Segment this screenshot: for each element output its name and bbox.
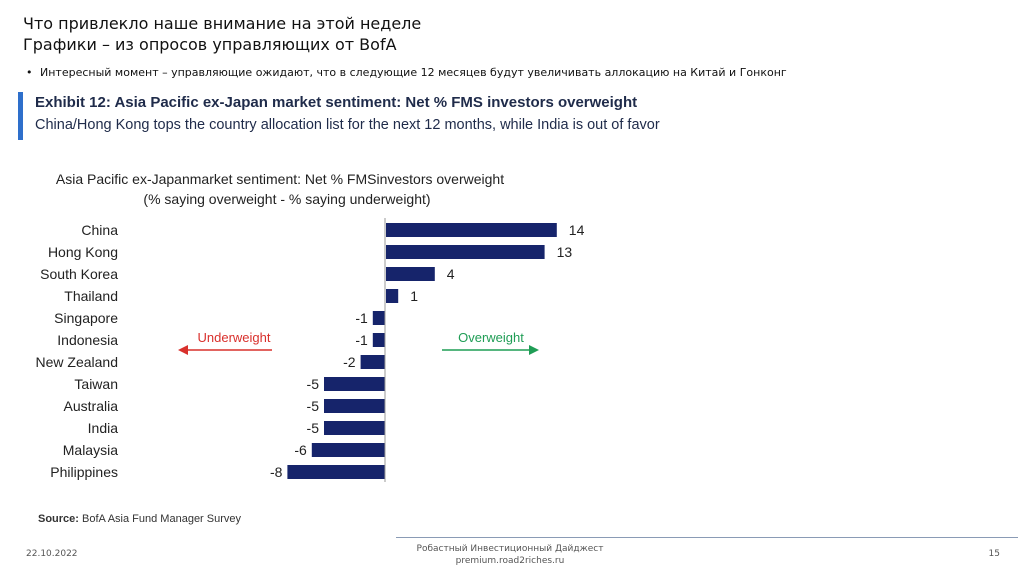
- footer-date: 22.10.2022: [26, 549, 78, 559]
- slide-title-line-2: Графики – из опросов управляющих от BofA: [23, 35, 397, 54]
- bar-china: [386, 223, 557, 237]
- bar-indonesia: [372, 333, 385, 347]
- category-label: Singapore: [54, 310, 118, 326]
- chart-source: Source: BofA Asia Fund Manager Survey: [38, 513, 241, 525]
- value-label: -8: [270, 464, 283, 480]
- footer-divider: [396, 537, 1018, 538]
- chart-bars: China 14 Hong Kong 13 South Korea 4 Thailand 1 S…: [36, 222, 585, 480]
- value-label: -1: [355, 310, 368, 326]
- source-text: BofA Asia Fund Manager Survey: [82, 513, 242, 525]
- bar-australia: [324, 399, 385, 413]
- value-label: -2: [343, 354, 356, 370]
- value-label: 14: [569, 222, 585, 238]
- category-label: Philippines: [50, 464, 118, 480]
- bullet-text: Интересный момент – управляющие ожидают,…: [40, 66, 787, 79]
- bullet-point: • Интересный момент – управляющие ожидают…: [26, 66, 787, 79]
- bar-philippines: [287, 465, 385, 479]
- value-label: -6: [294, 442, 307, 458]
- category-label: Hong Kong: [48, 244, 118, 260]
- chart-subtitle: (% saying overweight - % saying underwei…: [143, 191, 430, 207]
- bar-new-zealand: [360, 355, 385, 369]
- legend-underweight: Underweight: [178, 330, 272, 355]
- sentiment-bar-chart: Asia Pacific ex-Japanmarket sentiment: N…: [36, 171, 585, 482]
- footer-brand: Робастный Инвестиционный Дайджест premiu…: [380, 543, 640, 567]
- value-label: -5: [307, 420, 320, 436]
- value-label: -1: [355, 332, 368, 348]
- bullet-icon: •: [26, 66, 33, 79]
- category-label: Malaysia: [63, 442, 118, 458]
- source-label: Source:: [38, 513, 79, 525]
- bar-malaysia: [311, 443, 385, 457]
- exhibit-subtitle: China/Hong Kong tops the country allocat…: [35, 117, 660, 133]
- bar-singapore: [372, 311, 385, 325]
- slide-title: Что привлекло наше внимание на этой неде…: [23, 13, 421, 55]
- category-label: China: [81, 222, 118, 238]
- category-label: India: [88, 420, 119, 436]
- right-arrow-icon: [529, 345, 539, 355]
- value-label: 1: [410, 288, 418, 304]
- value-label: 4: [447, 266, 455, 282]
- category-label: New Zealand: [36, 354, 119, 370]
- category-label: South Korea: [40, 266, 118, 282]
- value-label: 13: [557, 244, 573, 260]
- chart-title: Asia Pacific ex-Japanmarket sentiment: N…: [56, 171, 504, 187]
- footer-brand-url: premium.road2riches.ru: [455, 556, 565, 566]
- value-label: -5: [307, 376, 320, 392]
- page-number: 15: [988, 549, 1000, 559]
- category-label: Australia: [64, 398, 119, 414]
- bar-south-korea: [386, 267, 435, 281]
- bar-hong-kong: [386, 245, 545, 259]
- legend-overweight: Overweight: [442, 330, 539, 355]
- category-label: Thailand: [64, 288, 118, 304]
- category-label: Indonesia: [57, 332, 118, 348]
- underweight-label: Underweight: [198, 330, 271, 345]
- footer-brand-name: Робастный Инвестиционный Дайджест: [416, 544, 604, 554]
- category-label: Taiwan: [74, 376, 118, 392]
- direction-legend: Underweight Overweight: [178, 330, 539, 355]
- slide-title-line-1: Что привлекло наше внимание на этой неде…: [23, 14, 422, 33]
- left-arrow-icon: [178, 345, 188, 355]
- exhibit-title: Exhibit 12: Asia Pacific ex-Japan market…: [35, 94, 638, 111]
- exhibit-header: Exhibit 12: Asia Pacific ex-Japan market…: [18, 92, 660, 140]
- bar-india: [324, 421, 385, 435]
- bar-taiwan: [324, 377, 385, 391]
- bar-thailand: [386, 289, 399, 303]
- overweight-label: Overweight: [458, 330, 524, 345]
- value-label: -5: [307, 398, 320, 414]
